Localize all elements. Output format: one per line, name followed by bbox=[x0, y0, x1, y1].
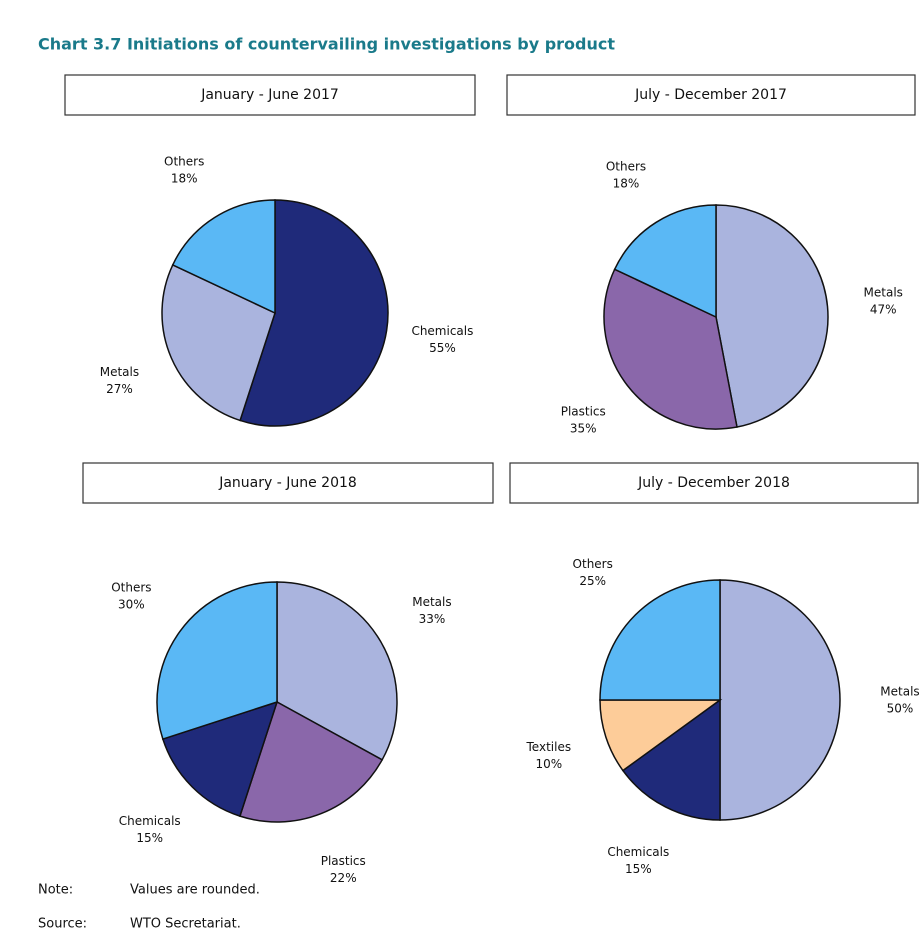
pie-slice bbox=[239, 199, 389, 427]
slice-value: 22% bbox=[330, 871, 357, 885]
slice-value: 30% bbox=[118, 598, 145, 612]
slice-label: Metals bbox=[864, 286, 903, 300]
slice-label: Chemicals bbox=[119, 814, 181, 828]
note-text: Values are rounded. bbox=[130, 883, 260, 898]
pie-title: January - June 2017 bbox=[200, 87, 339, 103]
slice-label: Plastics bbox=[321, 854, 366, 868]
pie-slice bbox=[599, 699, 723, 772]
pie-title-box bbox=[82, 462, 494, 504]
slice-value: 10% bbox=[535, 757, 562, 771]
pie-slice bbox=[621, 698, 721, 821]
pie-slice bbox=[613, 204, 717, 319]
slice-value: 25% bbox=[579, 574, 606, 588]
pie-slice bbox=[171, 199, 276, 315]
slice-label: Metals bbox=[412, 595, 451, 609]
note-text: WTO Secretariat. bbox=[130, 917, 241, 932]
slice-value: 15% bbox=[625, 862, 652, 876]
slice-value: 15% bbox=[136, 831, 163, 845]
slice-value: 18% bbox=[613, 177, 640, 191]
slice-value: 55% bbox=[429, 341, 456, 355]
pie-slice bbox=[238, 700, 384, 823]
slice-label: Metals bbox=[880, 685, 919, 699]
slice-label: Plastics bbox=[561, 404, 606, 418]
slice-value: 47% bbox=[870, 303, 897, 317]
slice-label: Textiles bbox=[526, 740, 572, 754]
pie-title: July - December 2017 bbox=[634, 87, 787, 103]
pie-title-box bbox=[64, 74, 476, 116]
pie-slice bbox=[715, 204, 829, 428]
chart-title: Chart 3.7 Initiations of countervailing … bbox=[38, 35, 615, 54]
pie-slice bbox=[156, 581, 278, 741]
pie-slice bbox=[161, 263, 276, 422]
slice-value: 33% bbox=[419, 612, 446, 626]
pie-title: July - December 2018 bbox=[637, 475, 790, 491]
pie-slice bbox=[276, 581, 398, 761]
slice-label: Others bbox=[111, 581, 151, 595]
slice-value: 18% bbox=[171, 171, 198, 185]
slice-value: 27% bbox=[106, 382, 133, 396]
slice-label: Metals bbox=[100, 365, 139, 379]
pie-title: January - June 2018 bbox=[218, 475, 357, 491]
note-label: Source: bbox=[38, 917, 87, 932]
slice-label: Others bbox=[606, 160, 646, 174]
note-label: Note: bbox=[38, 883, 73, 898]
pie-title-box bbox=[506, 74, 916, 116]
slice-label: Chemicals bbox=[411, 324, 473, 338]
pie-title-box bbox=[509, 462, 919, 504]
slice-label: Others bbox=[573, 557, 613, 571]
pie-slice bbox=[603, 268, 738, 430]
slice-value: 50% bbox=[887, 702, 914, 716]
pie-slice bbox=[719, 579, 841, 821]
pie-slice bbox=[599, 579, 721, 701]
slice-label: Others bbox=[164, 154, 204, 168]
slice-value: 35% bbox=[570, 421, 597, 435]
slice-label: Chemicals bbox=[607, 845, 669, 859]
